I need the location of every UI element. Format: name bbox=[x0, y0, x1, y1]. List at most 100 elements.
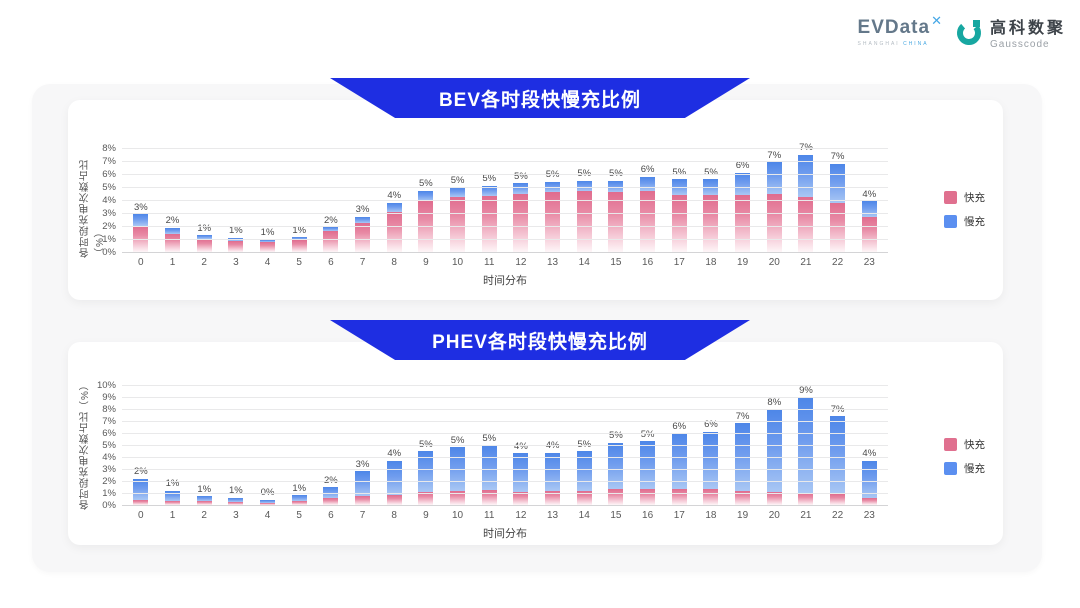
stacked-bar bbox=[735, 172, 751, 252]
bar-hour-6: 2% bbox=[315, 385, 347, 505]
fast-charge-segment bbox=[671, 194, 687, 252]
stacked-bar bbox=[545, 181, 561, 252]
stacked-bar bbox=[355, 471, 371, 505]
y-tick-label: 7% bbox=[102, 416, 116, 427]
x-tick-label: 21 bbox=[800, 257, 812, 268]
phev-y-axis-ticks: 10% 9% 8% 7% 6% 5% 4% 3% 2% 1% 0% bbox=[90, 380, 116, 511]
gridline bbox=[122, 481, 888, 482]
slow-charge-segment bbox=[165, 227, 180, 234]
bar-value-label: 2% bbox=[324, 214, 338, 226]
x-tick-label: 0 bbox=[138, 257, 144, 268]
bar-value-label: 5% bbox=[640, 428, 655, 440]
y-tick-label: 7% bbox=[102, 156, 116, 167]
bev-chart-title: BEV各时段快慢充比例 bbox=[438, 89, 642, 111]
x-tick-label: 23 bbox=[863, 257, 875, 268]
bar-value-label: 2% bbox=[324, 476, 338, 486]
bar-hour-1: 2% bbox=[157, 148, 189, 252]
stacked-bar bbox=[703, 179, 719, 252]
fast-charge-segment bbox=[798, 197, 814, 252]
y-tick-label: 2% bbox=[102, 221, 116, 232]
stacked-bar bbox=[386, 202, 402, 252]
slow-charge-segment bbox=[798, 154, 814, 198]
x-tick-label: 6 bbox=[328, 510, 334, 521]
bar-hour-7: 3% bbox=[347, 385, 379, 505]
x-tick-label: 12 bbox=[515, 257, 527, 268]
bar-hour-20: 8% bbox=[758, 385, 790, 505]
gridline bbox=[122, 445, 888, 446]
stacked-bar bbox=[513, 183, 529, 252]
x-tick-label: 3 bbox=[233, 510, 239, 521]
fast-charge-segment bbox=[291, 239, 307, 252]
phev-plot-area: 2% 1% 1% 1% 0% 1% 2% 3% 4% 5% 5% 5% 4% 4% 5% 5% 5% 6% 6% 7%… bbox=[122, 385, 888, 506]
y-tick-label: 10% bbox=[96, 380, 116, 391]
gridline bbox=[122, 213, 888, 214]
gausscode-g-icon bbox=[956, 20, 981, 45]
gridline bbox=[122, 187, 888, 188]
x-tick-label: 18 bbox=[705, 510, 717, 521]
phev-x-axis-ticks: 0 1 2 3 4 5 6 7 8 9 10 11 12 13 14 15 16 17 18 19 20 21 22 23 bbox=[122, 510, 888, 521]
fast-charge-segment bbox=[861, 497, 877, 505]
bar-value-label: 5% bbox=[450, 434, 465, 446]
bar-hour-2: 1% bbox=[188, 148, 220, 252]
bar-hour-12: 5% bbox=[505, 148, 537, 252]
stacked-bar bbox=[798, 154, 814, 252]
fast-charge-segment bbox=[513, 193, 529, 252]
bar-value-label: 4% bbox=[862, 448, 877, 460]
bar-hour-1: 1% bbox=[157, 385, 189, 505]
bar-value-label: 3% bbox=[355, 204, 370, 216]
bar-value-label: 1% bbox=[165, 478, 180, 490]
slow-charge-segment bbox=[260, 239, 276, 242]
fast-charge-segment bbox=[386, 494, 402, 505]
bar-hour-6: 2% bbox=[315, 148, 347, 252]
legend-item-fast: 快充 bbox=[944, 437, 985, 452]
phev-legend: 快充 慢充 bbox=[944, 437, 985, 476]
bar-hour-8: 4% bbox=[378, 148, 410, 252]
x-tick-label: 22 bbox=[832, 257, 844, 268]
y-tick-label: 3% bbox=[102, 208, 116, 219]
fast-charge-segment bbox=[165, 500, 180, 505]
bar-value-label: 1% bbox=[228, 225, 243, 237]
bar-value-label: 1% bbox=[197, 483, 212, 495]
bar-value-label: 7% bbox=[767, 149, 782, 161]
legend-label: 快充 bbox=[964, 192, 985, 204]
fast-charge-segment bbox=[165, 233, 180, 252]
x-tick-label: 1 bbox=[169, 510, 176, 521]
header-logos: EVData ✕ SHANGHAI CHINA 高科数聚 Gausscode bbox=[858, 13, 1066, 50]
x-tick-label: 8 bbox=[391, 510, 397, 521]
stacked-bar bbox=[576, 180, 592, 252]
gridline bbox=[122, 505, 888, 506]
slow-charge-segment bbox=[228, 497, 244, 502]
stacked-bar bbox=[196, 235, 212, 252]
y-tick-label: 0% bbox=[102, 500, 116, 511]
fast-charge-segment bbox=[323, 231, 339, 252]
fast-charge-segment bbox=[481, 196, 497, 252]
bar-value-label: 1% bbox=[292, 482, 307, 494]
gausscode-en-wordmark: Gausscode bbox=[989, 39, 1050, 50]
bar-hour-10: 5% bbox=[442, 148, 474, 252]
bar-value-label: 6% bbox=[640, 164, 655, 176]
fast-charge-segment bbox=[608, 489, 624, 505]
gridline bbox=[122, 493, 888, 494]
x-tick-label: 11 bbox=[484, 257, 495, 268]
x-tick-label: 18 bbox=[705, 257, 717, 268]
slow-charge-segment bbox=[861, 201, 877, 217]
stacked-bar bbox=[861, 460, 877, 505]
stacked-bar bbox=[291, 237, 307, 252]
x-tick-label: 4 bbox=[264, 510, 271, 521]
gridline bbox=[122, 385, 888, 386]
fast-charge-segment bbox=[576, 491, 592, 505]
fast-charge-segment bbox=[861, 216, 877, 252]
stacked-bar bbox=[165, 490, 180, 505]
bar-hour-4: 0% bbox=[252, 385, 284, 505]
x-tick-label: 5 bbox=[296, 257, 302, 268]
stacked-bar bbox=[608, 442, 624, 505]
bar-value-label: 5% bbox=[450, 174, 465, 186]
fast-charge-segment bbox=[291, 501, 307, 505]
legend-swatch-icon bbox=[944, 215, 957, 228]
fast-charge-segment bbox=[735, 490, 751, 505]
stacked-bar bbox=[671, 179, 687, 252]
gridline bbox=[122, 239, 888, 240]
slow-charge-segment bbox=[323, 227, 339, 232]
x-tick-label: 20 bbox=[768, 257, 780, 268]
x-tick-label: 20 bbox=[768, 510, 780, 521]
